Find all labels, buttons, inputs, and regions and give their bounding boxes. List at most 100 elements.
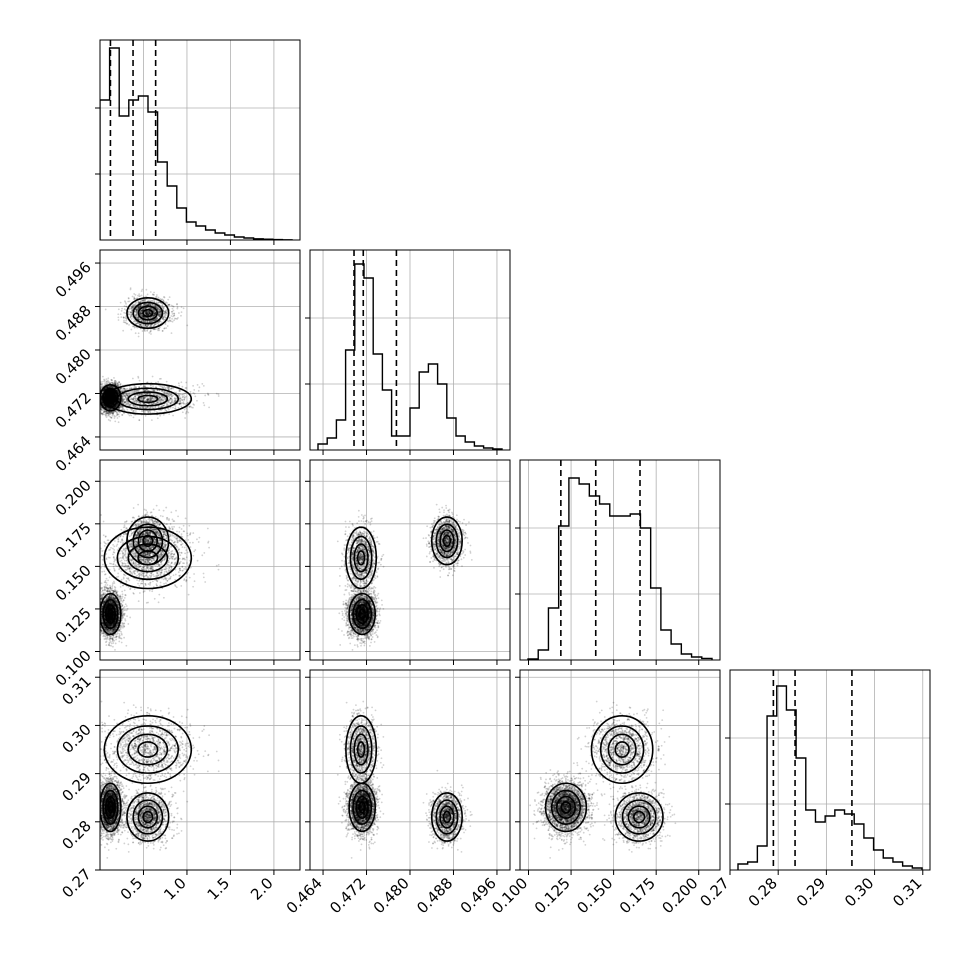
contour (116, 387, 180, 411)
contour (356, 550, 366, 566)
contour (127, 733, 169, 766)
contour (100, 592, 122, 636)
contour (116, 725, 180, 774)
x-tick-label: 0.488 (413, 874, 456, 917)
contour (103, 714, 193, 785)
contour (430, 516, 463, 566)
contour (349, 725, 373, 774)
y-tick-label: 0.29 (58, 769, 94, 805)
contour (353, 543, 369, 573)
contour-levels (544, 714, 664, 842)
x-tick-label: 0.29 (793, 874, 829, 910)
density-panel-1-3: 0.464 0.472 0.480 0.488 0.496 (283, 669, 511, 917)
contour (353, 733, 369, 766)
contour (352, 598, 373, 630)
contour (555, 795, 576, 819)
y-tick-label: 0.30 (58, 721, 94, 757)
contour (345, 526, 378, 590)
contour (107, 394, 114, 402)
contour (107, 608, 114, 620)
y-tick-label: 0.125 (52, 604, 95, 647)
panel-frame (99, 669, 301, 871)
sample-points (336, 700, 473, 859)
x-tick-label: 0.200 (658, 874, 701, 917)
contour (439, 529, 455, 553)
contour (439, 805, 455, 829)
x-tick-label: 0.5 (117, 874, 147, 904)
contour (430, 792, 463, 842)
contour (116, 535, 180, 581)
x-tick-label: 0.31 (889, 874, 925, 910)
sample-points (100, 700, 220, 859)
y-tick-label: 0.472 (52, 389, 95, 432)
contour (632, 810, 646, 824)
contour (352, 789, 373, 826)
panel-frame (519, 669, 721, 871)
contour (356, 741, 366, 758)
x-tick-label: 2.0 (247, 874, 277, 904)
contour (100, 383, 122, 412)
contour (132, 523, 164, 559)
contour-levels (100, 297, 193, 415)
contour (126, 297, 170, 330)
x-tick-label: 1.0 (160, 874, 190, 904)
panel-frame (99, 249, 301, 451)
x-tick-label: 0.27 (696, 874, 732, 910)
density-panel-1-2 (305, 459, 511, 665)
y-tick-label: 0.488 (52, 302, 95, 345)
contour (355, 795, 369, 819)
contour (627, 805, 651, 829)
y-tick-label: 0.496 (52, 258, 95, 301)
contour (560, 801, 572, 814)
contour (103, 382, 193, 415)
y-tick-label: 0.464 (52, 432, 95, 475)
contour (103, 526, 193, 590)
contour (126, 792, 170, 842)
x-tick-label: 0.480 (370, 874, 413, 917)
contour-levels (100, 714, 193, 842)
contour (102, 789, 119, 826)
x-tick-label: 0.125 (531, 874, 574, 917)
contour (621, 799, 657, 835)
x-tick-label: 0.28 (745, 874, 781, 910)
contour (614, 792, 664, 842)
contour (142, 534, 154, 548)
contour-levels (100, 516, 193, 636)
y-tick-label: 0.200 (52, 476, 95, 519)
contour (435, 799, 459, 835)
contour (345, 714, 378, 785)
contour (142, 810, 154, 824)
contour (349, 535, 373, 581)
histogram-step (737, 685, 923, 870)
contour (590, 714, 654, 785)
histogram-panel-2 (515, 459, 721, 665)
histogram-step (100, 47, 293, 240)
contour-levels (345, 516, 463, 636)
contour (137, 550, 159, 566)
contour (137, 394, 159, 404)
y-tick-label: 0.175 (52, 519, 95, 562)
contour (137, 805, 159, 829)
histogram-panel-0 (95, 39, 301, 245)
contour (435, 523, 459, 559)
histogram-step (317, 263, 503, 450)
y-tick-label: 0.27 (58, 865, 94, 901)
contour (358, 608, 366, 620)
contour (599, 725, 645, 774)
panel-frame (99, 39, 301, 241)
contour (544, 782, 588, 833)
contour (104, 604, 116, 625)
y-tick-label: 0.480 (52, 345, 95, 388)
contour (132, 301, 164, 325)
contour (104, 795, 116, 819)
contour (607, 733, 637, 766)
panel-frame (309, 459, 511, 661)
contour (442, 534, 452, 548)
panel-frame (99, 459, 301, 661)
contour (107, 801, 114, 814)
histogram-panel-1 (305, 249, 511, 455)
contour (355, 604, 369, 625)
